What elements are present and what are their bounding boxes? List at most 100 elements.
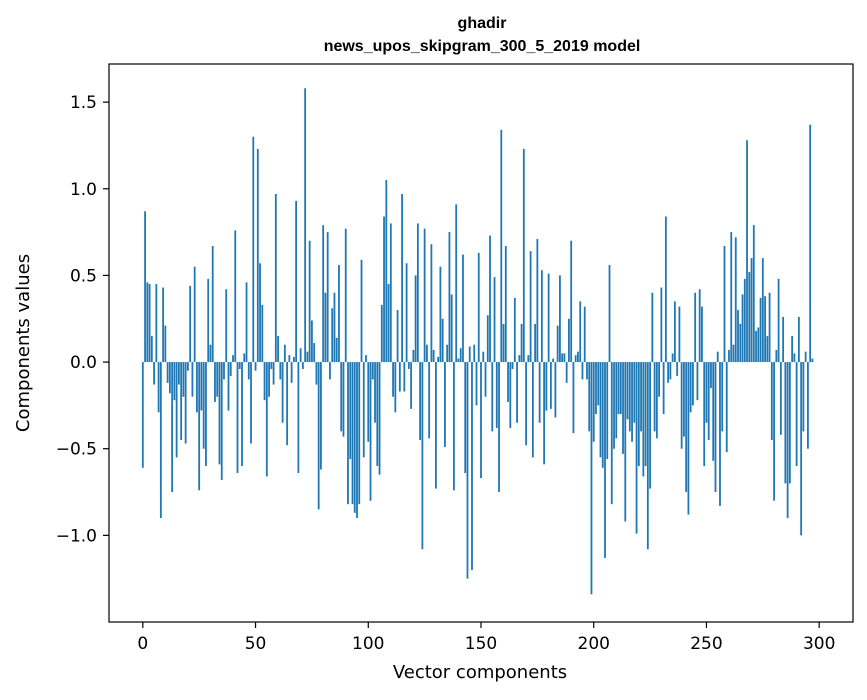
y-tick-label: −0.5: [56, 440, 97, 460]
bar: [655, 362, 658, 439]
bar: [423, 228, 426, 363]
bar: [633, 362, 636, 423]
chart-subtitle: news_upos_skipgram_300_5_2019 model: [324, 38, 641, 55]
bar: [374, 362, 376, 423]
bar: [468, 346, 471, 363]
bar: [144, 211, 146, 363]
bar: [725, 362, 728, 453]
bar: [392, 362, 394, 397]
bar: [338, 265, 340, 363]
bar: [369, 362, 372, 501]
bar: [290, 362, 293, 383]
bar: [770, 362, 773, 441]
x-axis-ticks: 0 50 100 150 200 250 300: [137, 622, 835, 654]
bar: [570, 240, 573, 363]
bar: [651, 292, 654, 363]
bar: [757, 327, 760, 363]
bar: [610, 362, 613, 505]
bar: [748, 271, 751, 363]
bar: [716, 351, 719, 363]
bar: [317, 362, 320, 510]
bar: [707, 362, 710, 441]
x-axis-label: Vector components: [393, 662, 567, 683]
bar: [495, 362, 498, 428]
bar: [504, 245, 507, 363]
bar: [270, 362, 273, 369]
bar: [157, 362, 160, 413]
bar: [471, 362, 473, 571]
bar: [177, 362, 180, 385]
bar: [746, 140, 748, 363]
bar: [326, 232, 329, 363]
x-tick-label: 150: [465, 634, 497, 654]
bar: [407, 362, 410, 369]
bar: [590, 362, 593, 595]
x-tick-label: 200: [578, 634, 610, 654]
bar: [750, 258, 753, 363]
bar: [182, 362, 185, 397]
bar: [189, 285, 192, 363]
bar: [283, 344, 286, 363]
bar: [234, 230, 237, 363]
bar: [583, 306, 586, 363]
bar: [536, 239, 539, 363]
bar: [171, 362, 174, 493]
bar: [509, 362, 512, 428]
bar: [664, 216, 667, 363]
bar: [464, 362, 467, 473]
bar: [187, 362, 189, 371]
bar: [261, 304, 264, 363]
bar: [642, 362, 645, 477]
bar: [166, 362, 169, 383]
bar: [793, 353, 796, 363]
bar: [534, 323, 537, 363]
bar: [761, 258, 764, 363]
bar: [543, 362, 546, 465]
bar: [527, 355, 530, 363]
bar: [653, 362, 656, 432]
bar: [579, 301, 582, 363]
bar: [416, 223, 419, 363]
bar: [513, 297, 516, 363]
bar: [376, 362, 379, 467]
bar: [252, 136, 255, 363]
bar: [538, 362, 541, 423]
bar: [351, 362, 354, 505]
bar: [667, 362, 670, 383]
bar: [428, 362, 431, 439]
bar: [615, 362, 618, 439]
bar: [196, 362, 198, 413]
bar: [281, 362, 284, 423]
bar: [804, 351, 807, 363]
bar: [164, 325, 167, 363]
bar: [766, 336, 769, 363]
bar: [597, 362, 600, 406]
bar: [329, 362, 331, 380]
bar: [389, 223, 392, 363]
bar: [254, 362, 257, 371]
bar: [788, 362, 791, 484]
bar: [155, 284, 158, 363]
bar: [599, 362, 602, 458]
bar: [396, 310, 399, 363]
bar: [604, 362, 606, 558]
bar: [529, 251, 532, 363]
bar: [658, 362, 661, 397]
bar: [741, 294, 744, 363]
bar: [572, 362, 575, 434]
bar: [777, 278, 780, 363]
bar: [732, 344, 735, 363]
bar: [153, 362, 155, 385]
y-tick-label: 0.5: [70, 266, 97, 286]
bar: [703, 362, 706, 467]
bar: [608, 265, 611, 363]
bar: [216, 362, 219, 397]
bar: [405, 263, 408, 363]
bar: [286, 362, 289, 446]
bar: [489, 235, 491, 363]
bar: [324, 292, 327, 363]
bar: [680, 362, 683, 449]
bar: [349, 362, 352, 460]
bar: [595, 362, 597, 415]
